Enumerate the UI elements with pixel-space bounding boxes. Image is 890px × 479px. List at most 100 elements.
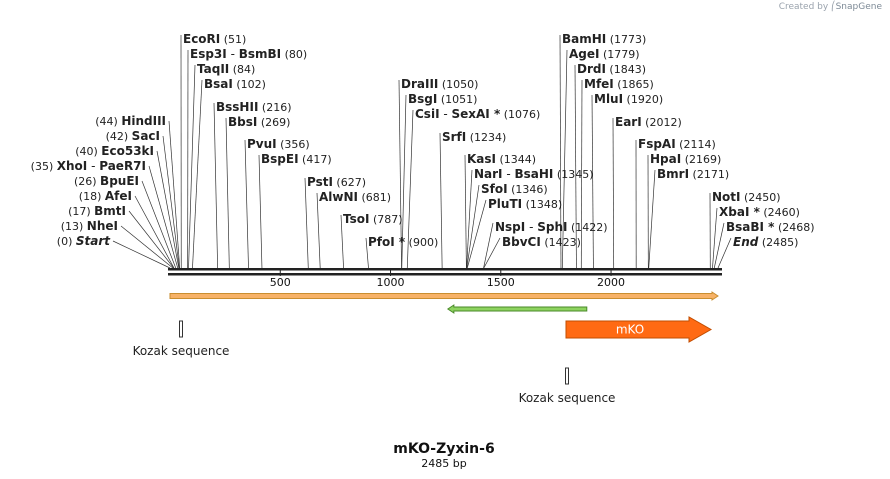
site-line-xbai-2460 bbox=[712, 207, 718, 269]
site-label-eco53ki-40[interactable]: (40) Eco53kI bbox=[75, 144, 154, 158]
site-label-bsai-102[interactable]: BsaI (102) bbox=[204, 77, 266, 91]
site-label-end-2485[interactable]: End (2485) bbox=[733, 235, 798, 249]
site-name: PluTI bbox=[488, 197, 522, 211]
kozak-marker-1[interactable] bbox=[179, 320, 183, 338]
kozak-label-2: Kozak sequence bbox=[519, 391, 616, 405]
site-name: EcoRI bbox=[183, 32, 220, 46]
site-label-ecori-51[interactable]: EcoRI (51) bbox=[183, 32, 246, 46]
site-label-alwni-681[interactable]: AlwNI (681) bbox=[319, 190, 391, 204]
site-position: (216) bbox=[258, 101, 291, 114]
kozak-marker-2[interactable] bbox=[565, 367, 569, 385]
site-position: (1773) bbox=[606, 33, 646, 46]
site-label-nari-1345[interactable]: NarI - BsaHI (1345) bbox=[474, 167, 593, 181]
site-position: (84) bbox=[229, 63, 255, 76]
site-label-bmti-17[interactable]: (17) BmtI bbox=[68, 204, 126, 218]
site-position: (1422) bbox=[567, 221, 607, 234]
site-label-srfi-1234[interactable]: SrfI (1234) bbox=[442, 130, 506, 144]
site-label-pluti-1348[interactable]: PluTI (1348) bbox=[488, 197, 562, 211]
orf-forward-arrow[interactable] bbox=[169, 291, 719, 301]
site-name-2: BsmBI bbox=[239, 47, 281, 61]
site-line-start-0 bbox=[112, 240, 171, 269]
site-label-drdi-1843[interactable]: DrdI (1843) bbox=[577, 62, 646, 76]
site-position: (900) bbox=[405, 236, 438, 249]
site-label-eari-2012[interactable]: EarI (2012) bbox=[615, 115, 682, 129]
site-label-xbai-2460[interactable]: XbaI * (2460) bbox=[719, 205, 800, 219]
site-name: BmrI bbox=[657, 167, 689, 181]
site-line-csii-1076 bbox=[406, 109, 414, 269]
site-label-agei-1779[interactable]: AgeI (1779) bbox=[569, 47, 640, 61]
site-position: (1843) bbox=[606, 63, 646, 76]
site-name: Start bbox=[76, 234, 111, 248]
site-label-xhoi-35[interactable]: (35) XhoI - PaeR7I bbox=[31, 159, 146, 173]
site-label-bbvci-1423[interactable]: BbvCI (1423) bbox=[502, 235, 581, 249]
site-name: SacI bbox=[132, 129, 160, 143]
site-label-saci-42[interactable]: (42) SacI bbox=[106, 129, 160, 143]
site-label-psti-627[interactable]: PstI (627) bbox=[307, 175, 366, 189]
site-label-bbsi-269[interactable]: BbsI (269) bbox=[228, 115, 290, 129]
site-label-pvui-356[interactable]: PvuI (356) bbox=[247, 137, 310, 151]
site-label-noti-2450[interactable]: NotI (2450) bbox=[712, 190, 781, 204]
site-label-draiii-1050[interactable]: DraIII (1050) bbox=[401, 77, 478, 91]
site-label-taqii-84[interactable]: TaqII (84) bbox=[197, 62, 255, 76]
site-position: (1865) bbox=[614, 78, 654, 91]
site-separator: - bbox=[87, 159, 99, 173]
site-line-bmri-2171 bbox=[648, 169, 656, 269]
site-label-bamhi-1773[interactable]: BamHI (1773) bbox=[562, 32, 646, 46]
orf-reverse-arrow[interactable] bbox=[446, 304, 588, 314]
site-label-nhei-13[interactable]: (13) NheI bbox=[61, 219, 118, 233]
site-label-bsshii-216[interactable]: BssHII (216) bbox=[216, 100, 291, 114]
site-name: DrdI bbox=[577, 62, 606, 76]
site-label-nspi-1422[interactable]: NspI - SphI (1422) bbox=[495, 220, 608, 234]
site-label-bpuei-26[interactable]: (26) BpuEI bbox=[74, 174, 139, 188]
site-name-2: SphI bbox=[537, 220, 567, 234]
site-labels: (0) Start(13) NheI(17) BmtI(18) AfeI(26)… bbox=[31, 32, 815, 249]
mko-cds-arrow[interactable] bbox=[565, 316, 713, 343]
site-position: (102) bbox=[233, 78, 266, 91]
site-label-bsgi-1051[interactable]: BsgI (1051) bbox=[408, 92, 477, 106]
site-name: End bbox=[733, 235, 759, 249]
site-position: (1076) bbox=[500, 108, 540, 121]
site-line-saci-42 bbox=[162, 135, 180, 269]
site-label-bmri-2171[interactable]: BmrI (2171) bbox=[657, 167, 729, 181]
site-name: NotI bbox=[712, 190, 741, 204]
site-name: SfoI bbox=[481, 182, 508, 196]
site-name: BssHII bbox=[216, 100, 258, 114]
backbone-bottom-strand bbox=[168, 273, 722, 276]
site-line-end-2485 bbox=[717, 237, 732, 269]
site-label-bsabi-2468[interactable]: BsaBI * (2468) bbox=[726, 220, 815, 234]
site-position: (681) bbox=[358, 191, 391, 204]
ruler-label-1000: 1000 bbox=[377, 276, 405, 289]
site-label-esp3i-80[interactable]: Esp3I - BsmBI (80) bbox=[190, 47, 307, 61]
site-separator: - bbox=[440, 107, 452, 121]
site-name: Eco53kI bbox=[101, 144, 154, 158]
site-name: PvuI bbox=[247, 137, 277, 151]
site-label-mlui-1920[interactable]: MluI (1920) bbox=[594, 92, 663, 106]
site-name: BmtI bbox=[94, 204, 126, 218]
site-name: BpuEI bbox=[100, 174, 139, 188]
ruler: 500 1000 1500 2000 bbox=[270, 270, 625, 289]
site-label-csii-1076[interactable]: CsiI - SexAI * (1076) bbox=[415, 107, 540, 121]
site-label-hpai-2169[interactable]: HpaI (2169) bbox=[650, 152, 721, 166]
site-label-hindiii-44[interactable]: (44) HindIII bbox=[95, 114, 166, 128]
site-position: (1051) bbox=[437, 93, 477, 106]
site-label-start-0[interactable]: (0) Start bbox=[57, 234, 111, 248]
site-label-tsoi-787[interactable]: TsoI (787) bbox=[343, 212, 403, 226]
site-position: (1348) bbox=[522, 198, 562, 211]
site-label-kasi-1344[interactable]: KasI (1344) bbox=[467, 152, 536, 166]
site-line-nspi-1422 bbox=[483, 222, 494, 269]
site-label-fspai-2114[interactable]: FspAI (2114) bbox=[638, 137, 716, 151]
site-label-afei-18[interactable]: (18) AfeI bbox=[79, 189, 132, 203]
site-name: BsaBI * bbox=[726, 220, 775, 234]
site-position: (18) bbox=[79, 190, 105, 203]
site-label-pfoi-900[interactable]: PfoI * (900) bbox=[368, 235, 438, 249]
site-line-psti-627 bbox=[304, 177, 309, 269]
site-line-draiii-1050 bbox=[398, 79, 402, 269]
site-label-bspei-417[interactable]: BspEI (417) bbox=[261, 152, 332, 166]
ruler-label-2000: 2000 bbox=[597, 276, 625, 289]
site-label-sfoi-1346[interactable]: SfoI (1346) bbox=[481, 182, 548, 196]
site-line-bbsi-269 bbox=[225, 117, 230, 269]
site-line-nhei-13 bbox=[120, 225, 174, 269]
site-position: (417) bbox=[299, 153, 332, 166]
site-label-mfei-1865[interactable]: MfeI (1865) bbox=[584, 77, 654, 91]
